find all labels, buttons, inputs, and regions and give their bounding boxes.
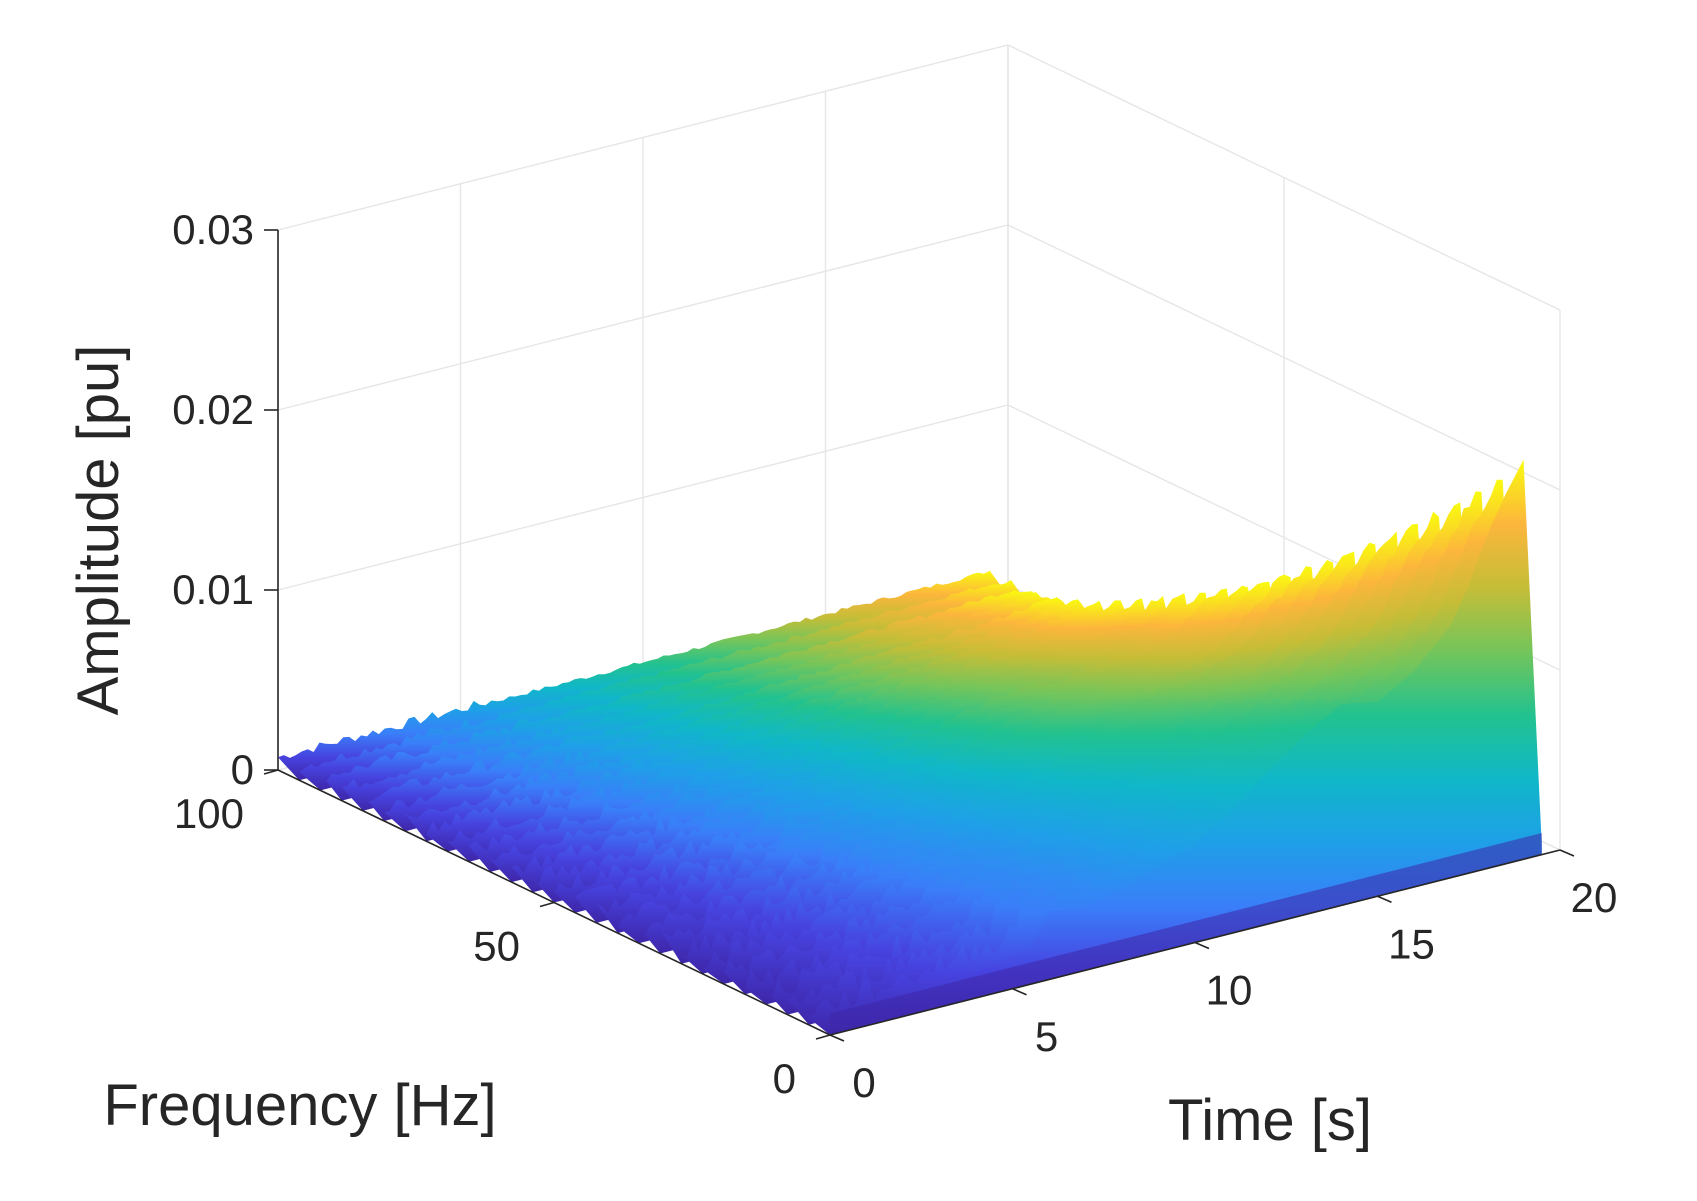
amplitude-tick-label: 0: [231, 746, 254, 793]
surface-strip: [447, 598, 1181, 862]
time-tick-label: 5: [1035, 1013, 1058, 1060]
z-axis-label: Amplitude [pu]: [66, 345, 131, 716]
frequency-tick-label: 0: [773, 1055, 796, 1102]
amplitude-tick-label: 0.02: [172, 386, 254, 433]
time-tick-label: 10: [1206, 967, 1253, 1014]
frequency-tick: [539, 901, 555, 908]
time-tick-label: 0: [852, 1059, 875, 1106]
surface-plot: [278, 459, 1542, 1036]
frequency-tick: [815, 1034, 831, 1040]
surface-base-shade: [830, 833, 1542, 1035]
time-tick: [1194, 941, 1210, 950]
time-tick: [1559, 849, 1575, 857]
time-tick: [829, 1034, 845, 1042]
surface-strip: [532, 588, 1266, 903]
gridline-z: [277, 224, 1561, 491]
frequency-tick-label: 100: [174, 790, 244, 837]
amplitude-tick-label: 0.01: [172, 566, 254, 613]
time-tick-label: 20: [1571, 874, 1618, 921]
time-tick: [1012, 988, 1027, 996]
surface-strip: [384, 599, 1118, 832]
surface-strip: [511, 592, 1245, 893]
time-tick-label: 15: [1388, 920, 1435, 967]
gridline-z: [277, 44, 1561, 311]
amplitude-tick-label: 0.03: [172, 206, 254, 253]
surface-strip: [490, 593, 1224, 883]
y-axis-label: Frequency [Hz]: [103, 1073, 496, 1138]
surface-strip: [341, 592, 1075, 811]
frequency-tick-label: 50: [473, 923, 520, 970]
surface-strip: [426, 600, 1160, 852]
surface-strip: [469, 596, 1203, 872]
x-axis-label: Time [s]: [1168, 1088, 1372, 1153]
time-tick: [1377, 895, 1392, 903]
